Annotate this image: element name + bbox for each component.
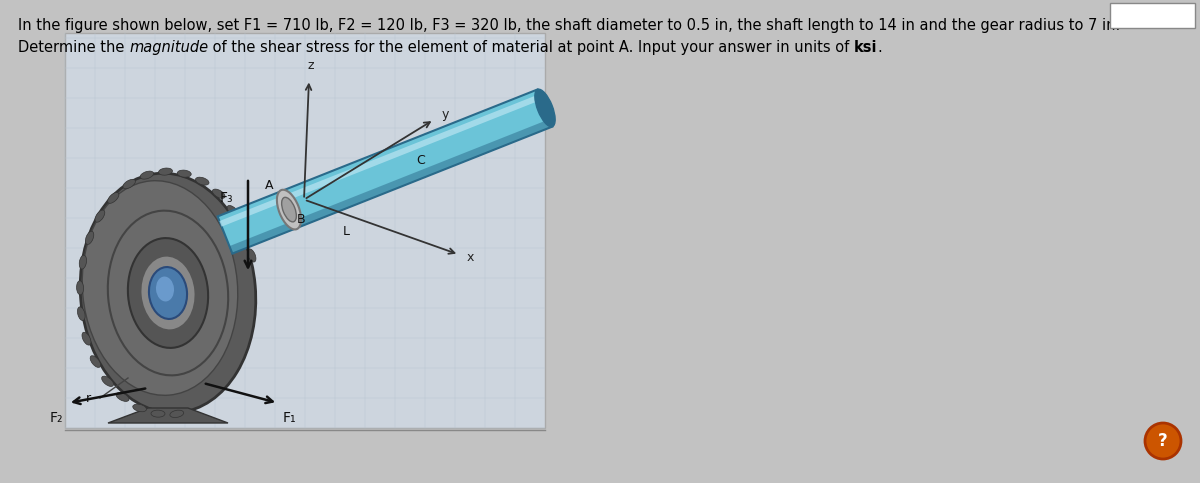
- Ellipse shape: [79, 255, 86, 269]
- Polygon shape: [217, 89, 552, 254]
- Text: z: z: [307, 58, 314, 71]
- Ellipse shape: [247, 249, 256, 262]
- Ellipse shape: [128, 238, 208, 348]
- Ellipse shape: [77, 281, 84, 295]
- Ellipse shape: [78, 307, 85, 321]
- Ellipse shape: [282, 198, 296, 222]
- Ellipse shape: [122, 179, 136, 189]
- Ellipse shape: [90, 355, 101, 368]
- Text: Determine the: Determine the: [18, 40, 130, 55]
- Text: F₃: F₃: [220, 191, 233, 205]
- Ellipse shape: [158, 168, 173, 175]
- Ellipse shape: [102, 376, 114, 386]
- Text: y: y: [442, 108, 449, 121]
- Ellipse shape: [178, 170, 191, 177]
- Text: of the shear stress for the element of material at point A. Input your answer in: of the shear stress for the element of m…: [208, 40, 854, 55]
- Text: In the figure shown below, set F1 = 710 lb, F2 = 120 lb, F3 = 320 lb, the shaft : In the figure shown below, set F1 = 710 …: [18, 18, 1121, 33]
- Text: F₂: F₂: [49, 411, 64, 425]
- Text: r: r: [85, 392, 90, 404]
- Ellipse shape: [140, 256, 196, 330]
- Ellipse shape: [170, 410, 184, 417]
- Ellipse shape: [239, 226, 248, 238]
- Ellipse shape: [149, 267, 187, 319]
- Ellipse shape: [212, 189, 226, 199]
- Polygon shape: [108, 408, 228, 423]
- Ellipse shape: [227, 205, 239, 216]
- Text: .: .: [877, 40, 882, 55]
- Ellipse shape: [196, 177, 209, 185]
- Text: F₁: F₁: [283, 411, 296, 425]
- Ellipse shape: [108, 192, 119, 203]
- Ellipse shape: [85, 231, 94, 244]
- Ellipse shape: [277, 190, 301, 229]
- Text: x: x: [467, 251, 474, 264]
- Text: ksi: ksi: [854, 40, 877, 55]
- Circle shape: [1145, 423, 1181, 459]
- Text: A: A: [265, 179, 274, 192]
- Text: magnitude: magnitude: [130, 40, 208, 55]
- Ellipse shape: [83, 181, 238, 395]
- Ellipse shape: [95, 210, 104, 222]
- Text: ?: ?: [1158, 432, 1168, 450]
- Text: C: C: [416, 154, 425, 167]
- Polygon shape: [229, 119, 552, 254]
- Bar: [1110, 3, 1195, 28]
- Bar: [65, 33, 545, 428]
- Ellipse shape: [133, 404, 146, 412]
- Ellipse shape: [140, 171, 154, 179]
- Text: L: L: [343, 225, 350, 238]
- Ellipse shape: [151, 410, 164, 417]
- Ellipse shape: [82, 332, 91, 345]
- Ellipse shape: [535, 89, 556, 127]
- Ellipse shape: [80, 173, 256, 413]
- Ellipse shape: [156, 277, 174, 301]
- Ellipse shape: [116, 393, 130, 401]
- Text: B: B: [296, 213, 305, 226]
- Polygon shape: [220, 94, 541, 227]
